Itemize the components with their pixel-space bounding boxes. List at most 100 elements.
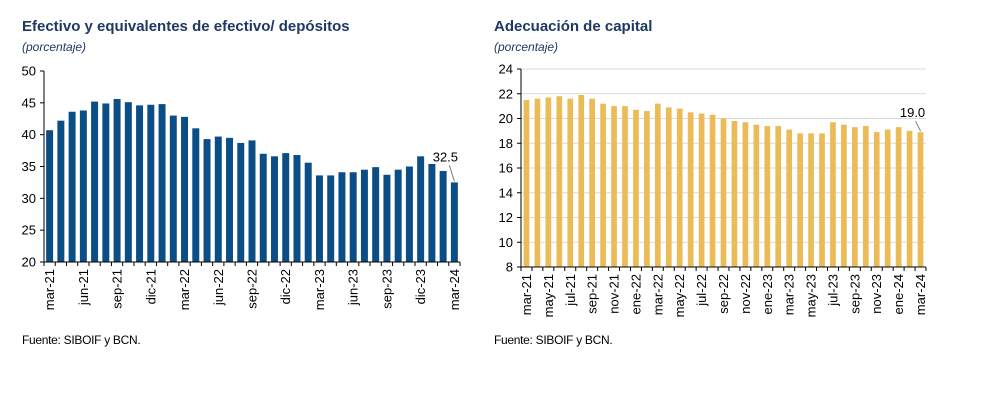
chart-subtitle: (porcentaje): [22, 40, 87, 54]
bar-jul-21: [91, 101, 99, 262]
bar-dic-21: [622, 106, 628, 267]
y-tick-label: 25: [22, 223, 36, 238]
bar-nov-23: [405, 166, 413, 262]
chart-source: Fuente: SIBOIF y BCN.: [494, 333, 613, 347]
y-tick-label: 40: [22, 127, 36, 142]
x-tick-label: jul-21: [563, 274, 578, 307]
bar-ago-22: [709, 114, 716, 267]
y-tick-label: 20: [499, 111, 513, 126]
x-tick-label: dic-21: [143, 269, 158, 304]
chart-title: Adecuación de capital: [494, 18, 653, 35]
x-tick-label: mar-24: [447, 269, 462, 310]
x-tick-label: mar-23: [782, 274, 797, 315]
bar-dic-23: [417, 156, 425, 262]
bar-jul-23: [830, 122, 836, 268]
x-tick-label: nov-22: [738, 274, 753, 314]
x-tick-label: jul-23: [825, 274, 840, 307]
bar-ago-23: [372, 167, 380, 262]
bar-mar-23: [786, 129, 793, 267]
x-tick-label: sep-22: [245, 269, 260, 309]
x-tick-label: mar-22: [650, 274, 665, 315]
bar-oct-22: [259, 153, 267, 262]
y-tick-label: 8: [506, 260, 513, 275]
x-tick-label: mar-22: [177, 269, 192, 310]
bar-nov-22: [742, 122, 749, 268]
bar-ene-22: [633, 109, 639, 268]
bar-mar-24: [917, 132, 924, 267]
bar-may-22: [676, 108, 683, 267]
x-tick-label: sep-21: [110, 269, 125, 309]
bar-ago-21: [578, 94, 585, 267]
x-tick-label: sep-22: [716, 274, 731, 314]
x-tick-label: may-21: [541, 274, 556, 317]
bar-jun-22: [214, 136, 222, 262]
y-tick-label: 10: [499, 235, 513, 250]
y-tick-label: 20: [22, 255, 36, 270]
bar-ene-23: [293, 155, 301, 262]
bar-dic-22: [753, 124, 760, 267]
bar-jul-23: [360, 169, 368, 262]
bar-jul-22: [226, 137, 233, 262]
y-tick-label: 22: [499, 86, 513, 101]
bar-ene-22: [158, 104, 166, 263]
bar-oct-23: [394, 169, 402, 262]
bar-feb-24: [439, 170, 447, 262]
y-tick-label: 50: [22, 64, 36, 79]
chart-subtitle: (porcentaje): [494, 40, 559, 54]
bar-abr-21: [57, 120, 65, 262]
x-tick-label: mar-23: [312, 269, 327, 310]
bar-chart-efectivo: 20 25 30 35 40 45 50 mar-21 jun-21 sep-21 dic-21 ma…: [22, 64, 462, 311]
x-tick-label: sep-21: [585, 274, 600, 314]
x-tick-label: may-22: [672, 274, 687, 317]
bar-feb-23: [775, 125, 782, 267]
annotation-leader-line: [915, 120, 921, 132]
bar-sep-21: [113, 99, 121, 262]
data-label-last: 19.0: [900, 105, 925, 120]
annotation-leader-line: [448, 165, 455, 182]
bar-mar-24: [450, 182, 458, 262]
bar-feb-23: [304, 162, 312, 262]
bar-ago-21: [102, 103, 110, 262]
x-tick-label: mar-21: [519, 274, 534, 315]
bar-chart-adecuacion: 8 10 12 14 16 18 20 22 24 mar-21 may-21 jul-21 sep-2…: [499, 62, 928, 318]
bar-dic-22: [282, 153, 290, 262]
x-tick-label: dic-22: [278, 269, 293, 304]
x-tick-label: ene-24: [891, 274, 906, 314]
x-tick-label: nov-21: [607, 274, 622, 314]
bar-abr-21: [534, 98, 541, 267]
bar-mar-22: [181, 116, 189, 262]
bar-sep-21: [589, 98, 595, 267]
bar-oct-21: [124, 102, 132, 263]
data-label-last: 32.5: [433, 149, 458, 164]
chart-panel-adecuacion: Adecuación de capital (porcentaje) 8 10 12…: [480, 0, 985, 401]
bar-ago-23: [841, 124, 847, 267]
bar-mar-21: [46, 130, 54, 262]
bar-abr-22: [192, 128, 200, 262]
bar-jul-21: [567, 98, 574, 267]
bar-may-23: [808, 133, 814, 267]
y-tick-label: 14: [499, 185, 513, 200]
bar-jun-22: [687, 112, 694, 267]
y-tick-label: 30: [22, 191, 36, 206]
x-tick-label: nov-23: [869, 274, 884, 314]
bar-mar-23: [315, 175, 323, 262]
bar-may-22: [203, 139, 211, 262]
bar-may-21: [68, 111, 76, 262]
bar-sep-22: [720, 118, 727, 267]
bar-ene-24: [895, 127, 902, 267]
bar-oct-22: [731, 120, 738, 267]
bar-jun-21: [79, 110, 87, 263]
bar-jul-22: [698, 113, 705, 267]
y-tick-label: 35: [22, 159, 36, 174]
bar-mar-22: [654, 103, 661, 268]
chart-title: Efectivo y equivalentes de efectivo/ dep…: [22, 18, 350, 35]
bar-oct-21: [600, 103, 606, 268]
y-tick-label: 45: [22, 95, 36, 110]
bar-mar-21: [523, 99, 530, 267]
x-tick-label: mar-21: [42, 269, 57, 310]
bar-nov-22: [271, 156, 278, 262]
bar-ene-23: [764, 125, 771, 267]
y-tick-label: 12: [499, 210, 513, 225]
bar-abr-23: [327, 175, 335, 262]
bar-nov-23: [873, 132, 880, 267]
